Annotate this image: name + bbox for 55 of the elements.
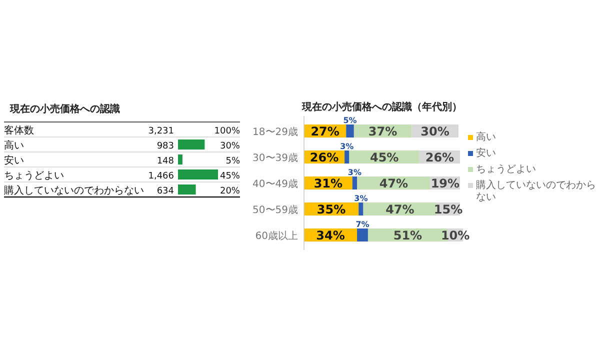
data-label: 19% [430,176,460,190]
legend-label: 購入していないのでわからない [476,179,596,203]
data-label: 7% [356,220,370,229]
data-label: 5% [226,156,240,166]
bar [178,170,218,180]
chart-title: 現在の小売価格への認識（年代別） [301,101,462,113]
text: 100% [214,126,240,136]
bar [178,184,196,194]
y-tick-label: ちょうどよい [4,170,64,182]
data-label: 3% [340,142,354,151]
bar [358,202,364,216]
data-label: 20% [220,186,240,196]
data-label: 5% [343,116,357,125]
data-label: 47% [379,176,408,190]
data-label: 3% [354,194,368,203]
legend-label: 安い [476,147,496,159]
data-label: 34% [316,228,345,242]
y-tick-label: 40〜49歳 [252,178,298,190]
data-label: 15% [434,202,463,216]
legend-label: ちょうどよい [476,164,536,175]
data-label: 45% [220,172,240,182]
y-tick-label: 購入していないのでわからない [4,184,144,196]
bar [178,140,205,150]
text: 3,231 [148,126,174,136]
data-label: 26% [425,150,454,164]
bar [346,124,354,138]
data-label: 45% [370,150,399,164]
legend-label: 高い [476,131,496,143]
y-tick-label: 50〜59歳 [252,204,298,216]
data-label: 47% [386,202,414,216]
y-tick-label: 18〜29歳 [252,126,298,138]
data-label: 30% [420,124,450,138]
data-label: 37% [368,124,398,138]
data-label: 31% [314,176,343,190]
text: 148 [156,156,174,166]
text: 現在の小売価格への認識 [9,103,120,115]
bar [344,150,350,164]
bar [352,176,358,190]
text: 983 [156,142,174,152]
data-label: 51% [393,228,422,242]
text: 634 [156,186,174,196]
data-label: 27% [310,124,340,138]
y-tick-label: 高い [4,140,24,152]
y-tick-label: 安い [4,154,24,166]
bar [178,154,182,164]
data-label: 30% [220,142,240,152]
y-tick-label: 30〜39歳 [252,152,298,164]
data-label: 35% [316,202,346,216]
data-label: 10% [440,228,470,242]
bar [357,228,368,242]
y-tick-label: 客体数 [4,124,34,136]
data-label: 3% [348,168,362,177]
text: 1,466 [148,172,174,182]
data-label: 26% [310,150,339,164]
y-tick-label: 60歳以上 [255,230,298,242]
